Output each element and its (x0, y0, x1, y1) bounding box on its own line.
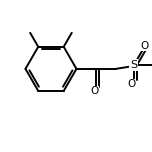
Text: O: O (140, 41, 149, 51)
Text: O: O (128, 79, 136, 90)
Text: O: O (90, 86, 98, 96)
Text: S: S (130, 60, 137, 70)
